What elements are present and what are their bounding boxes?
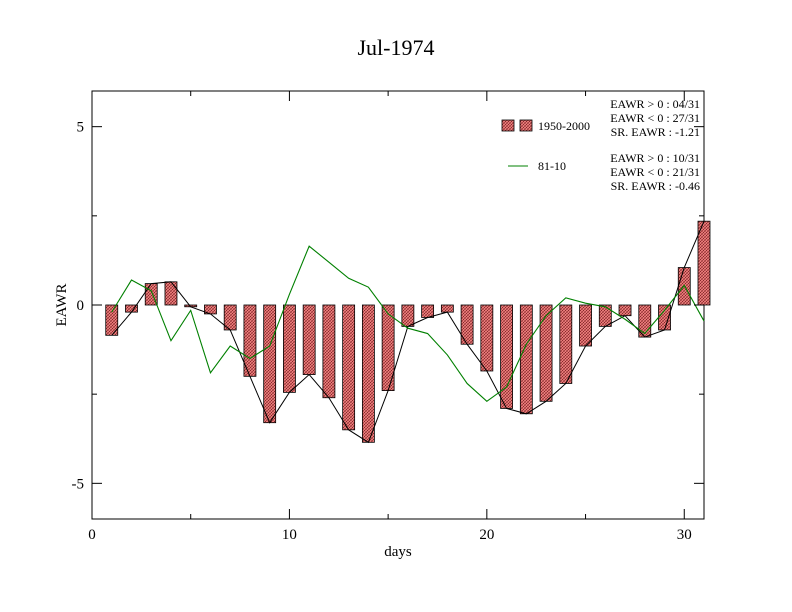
legend-swatch bbox=[519, 119, 533, 132]
stat-text: EAWR > 0 : 04/31 bbox=[610, 97, 700, 111]
bar bbox=[401, 304, 415, 327]
x-tick-label: 0 bbox=[88, 527, 96, 543]
bar bbox=[421, 304, 435, 318]
stat-text: EAWR > 0 : 10/31 bbox=[610, 151, 700, 165]
bar-series bbox=[105, 220, 711, 444]
stat-text: SR. EAWR : -0.46 bbox=[611, 179, 700, 193]
bar bbox=[283, 304, 296, 393]
bar bbox=[342, 304, 356, 431]
bar bbox=[519, 304, 533, 415]
bar bbox=[598, 304, 612, 327]
axis-ticks: 0 10 20 30 -5 0 5 bbox=[72, 91, 704, 543]
series-line bbox=[111, 245, 705, 403]
bar bbox=[618, 304, 632, 317]
y-tick-label: 0 bbox=[77, 298, 85, 314]
legend-label: 1950-2000 bbox=[538, 119, 590, 133]
chart-title: Jul-1974 bbox=[358, 35, 435, 60]
x-tick-label: 20 bbox=[479, 527, 494, 543]
y-tick-label: 5 bbox=[77, 120, 85, 136]
bar-series-line bbox=[111, 220, 705, 444]
bar bbox=[697, 220, 711, 306]
legend-swatch bbox=[501, 119, 515, 132]
bar bbox=[579, 304, 592, 347]
stat-text: SR. EAWR : -1.21 bbox=[611, 125, 700, 139]
y-tick-label: -5 bbox=[72, 476, 85, 492]
x-axis-label: days bbox=[384, 544, 412, 560]
bar bbox=[539, 304, 553, 402]
bar bbox=[559, 304, 573, 384]
legend-label: 81-10 bbox=[538, 159, 566, 173]
bar bbox=[322, 304, 336, 399]
stat-text: EAWR < 0 : 27/31 bbox=[610, 111, 700, 125]
stat-text: EAWR < 0 : 21/31 bbox=[610, 165, 700, 179]
line-series bbox=[111, 245, 705, 403]
x-tick-label: 30 bbox=[677, 527, 692, 543]
y-axis-label: EAWR bbox=[54, 284, 70, 327]
bar bbox=[480, 304, 494, 372]
x-tick-label: 10 bbox=[282, 527, 297, 543]
bar bbox=[361, 304, 375, 443]
bar bbox=[164, 281, 178, 306]
bar bbox=[440, 304, 454, 313]
bar bbox=[302, 304, 316, 375]
bar bbox=[500, 304, 513, 409]
bar bbox=[263, 304, 277, 424]
